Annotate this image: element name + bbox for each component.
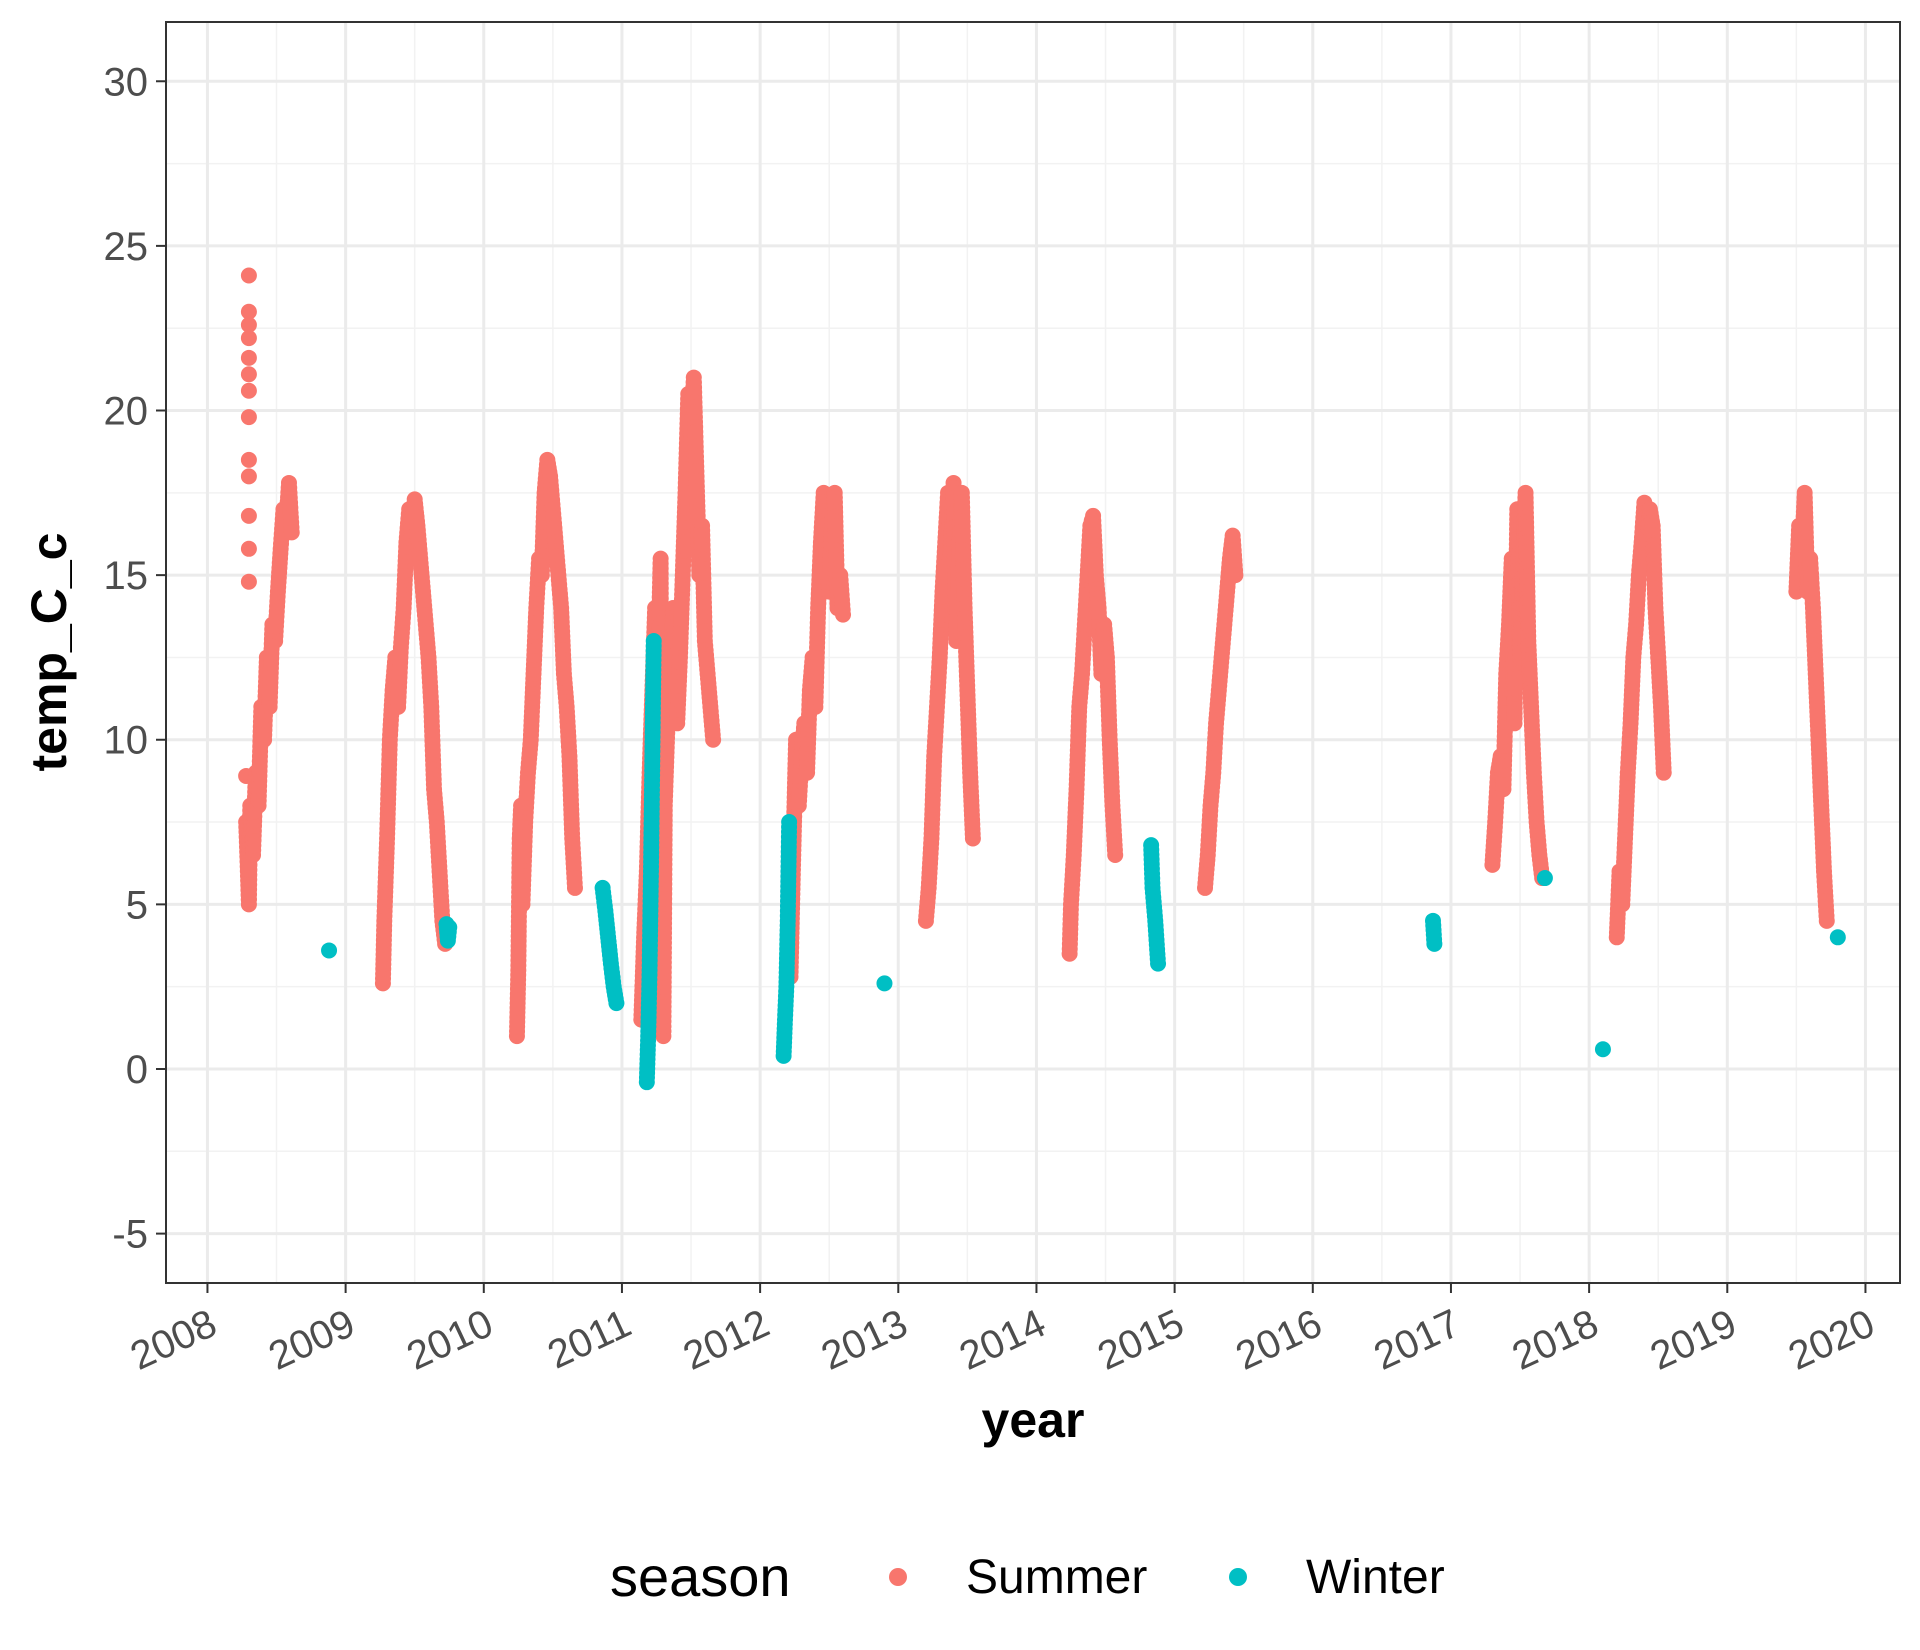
y-tick-label: 0: [126, 1048, 148, 1092]
y-tick-label: -5: [112, 1213, 148, 1257]
data-point: [876, 975, 893, 992]
x-tick-label: 2012: [677, 1301, 776, 1378]
data-point: [240, 382, 257, 399]
data-point: [645, 632, 662, 649]
x-tick-label: 2017: [1368, 1301, 1467, 1378]
x-tick-label: 2011: [541, 1301, 638, 1377]
data-point: [240, 316, 257, 333]
y-tick-label: 25: [104, 225, 149, 269]
grid-major: [166, 22, 1900, 1283]
x-axis-title: year: [982, 1392, 1085, 1448]
data-point: [1818, 912, 1835, 929]
legend-key-winter: [1229, 1568, 1247, 1586]
data-point: [240, 573, 257, 590]
data-point: [835, 606, 852, 623]
data-point: [1536, 870, 1553, 887]
x-tick-label: 2015: [1091, 1301, 1190, 1378]
data-point: [781, 814, 798, 831]
x-axis: 2008 2009 2010 2011 2012 2013 2014 2015 2016 2017…: [124, 1283, 1881, 1379]
x-tick-label: 2014: [953, 1301, 1052, 1378]
data-point: [566, 879, 583, 896]
x-tick-label: 2010: [400, 1301, 499, 1378]
y-tick-label: 20: [104, 390, 149, 434]
data-point: [705, 731, 722, 748]
data-point: [240, 366, 257, 383]
y-axis: -5 0 5 10 15 20 25 30: [104, 60, 166, 1257]
data-point: [1829, 929, 1846, 946]
legend-label-winter: Winter: [1306, 1551, 1445, 1604]
plot-background: [166, 22, 1900, 1283]
data-point: [1107, 846, 1124, 863]
data-point: [1150, 955, 1167, 972]
y-tick-label: 5: [126, 883, 148, 927]
data-point: [441, 919, 458, 936]
plot-border: [165, 21, 1901, 1284]
series-summer: [238, 267, 1835, 1045]
data-point: [1426, 935, 1443, 952]
data-point: [283, 524, 300, 541]
x-tick-label: 2008: [124, 1301, 223, 1378]
data-point: [240, 409, 257, 426]
y-tick-label: 15: [104, 554, 149, 598]
y-tick-label: 10: [104, 719, 149, 763]
data-point: [321, 942, 338, 959]
data-point: [1227, 567, 1244, 584]
data-points: [238, 267, 1846, 1091]
legend: season Summer Winter: [610, 1545, 1445, 1608]
x-tick-label: 2013: [815, 1301, 914, 1378]
legend-label-summer: Summer: [966, 1551, 1147, 1604]
x-tick-label: 2020: [1782, 1301, 1881, 1378]
data-point: [240, 468, 257, 485]
data-point: [1594, 1041, 1611, 1058]
y-tick-label: 30: [104, 60, 149, 104]
data-point: [240, 267, 257, 284]
data-point: [240, 303, 257, 320]
x-tick-label: 2018: [1506, 1301, 1605, 1378]
legend-title: season: [610, 1545, 791, 1608]
data-point: [240, 540, 257, 557]
data-point: [964, 830, 981, 847]
legend-key-summer: [889, 1568, 907, 1586]
data-point: [240, 349, 257, 366]
y-axis-title: temp_C_c: [21, 533, 77, 772]
x-tick-label: 2019: [1644, 1301, 1743, 1378]
x-tick-label: 2016: [1229, 1301, 1328, 1378]
x-tick-label: 2009: [262, 1301, 361, 1378]
data-point: [608, 995, 625, 1012]
data-point: [240, 451, 257, 468]
data-point: [240, 330, 257, 347]
data-point: [240, 507, 257, 524]
series-winter: [321, 632, 1846, 1091]
data-point: [1655, 764, 1672, 781]
